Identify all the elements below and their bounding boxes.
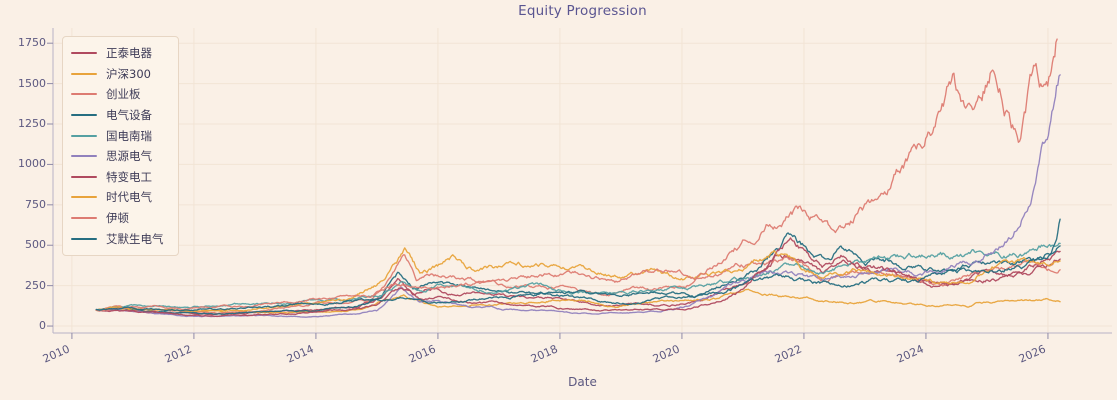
legend-line-swatch: [71, 217, 97, 220]
x-axis-title: Date: [568, 375, 597, 389]
series-line-8: [95, 38, 1058, 312]
legend-item-8[interactable]: 伊顿: [71, 208, 164, 229]
series-line-4: [95, 242, 1061, 311]
legend-line-swatch: [71, 93, 97, 96]
y-tick-label: 1500: [18, 76, 46, 90]
legend-line-swatch: [71, 237, 97, 240]
series-line-6: [95, 237, 1061, 318]
legend-label: 艾默生电气: [106, 231, 164, 246]
y-tick-label: 1750: [18, 36, 46, 50]
y-tick-label: 0: [39, 319, 46, 333]
legend-line-swatch: [71, 155, 97, 158]
legend-item-5[interactable]: 思源电气: [71, 146, 164, 167]
legend-label: 国电南瑞: [106, 128, 152, 143]
y-tick-label: 750: [25, 197, 46, 211]
y-tick-label: 500: [25, 238, 46, 252]
series-line-5: [95, 74, 1061, 318]
series-line-9: [95, 218, 1061, 312]
legend-item-7[interactable]: 时代电气: [71, 187, 164, 208]
series-line-1: [95, 288, 1061, 314]
legend-item-9[interactable]: 艾默生电气: [71, 228, 164, 249]
y-tick-label: 1250: [18, 117, 46, 130]
legend-item-6[interactable]: 特变电工: [71, 167, 164, 188]
legend-label: 时代电气: [106, 190, 152, 205]
legend-item-1[interactable]: 沪深300: [71, 64, 164, 85]
legend: 正泰电器沪深300 创业板电气设备国电南瑞思源电气特变电工时代电气伊顿艾默生电气: [62, 36, 179, 256]
legend-item-0[interactable]: 正泰电器: [71, 43, 164, 64]
legend-label: 特变电工: [106, 169, 152, 184]
legend-label: 电气设备: [106, 108, 152, 123]
series-line-7: [95, 247, 1061, 313]
legend-item-4[interactable]: 国电南瑞: [71, 125, 164, 146]
y-tick-label: 250: [25, 278, 46, 292]
legend-item-2[interactable]: 创业板: [71, 84, 164, 105]
legend-item-3[interactable]: 电气设备: [71, 105, 164, 126]
chart-title: Equity Progression: [518, 3, 647, 19]
legend-label: 思源电气: [106, 149, 152, 164]
legend-line-swatch: [71, 134, 97, 137]
legend-label: 正泰电器: [106, 46, 152, 61]
legend-line-swatch: [71, 72, 97, 75]
legend-label: 创业板: [106, 87, 141, 102]
legend-line-swatch: [71, 196, 97, 199]
legend-line-swatch: [71, 114, 97, 117]
y-tick-label: 1000: [18, 157, 46, 171]
legend-line-swatch: [71, 52, 97, 55]
legend-line-swatch: [71, 175, 97, 178]
series-line-3: [95, 232, 1061, 315]
legend-label: 伊顿: [106, 211, 129, 226]
legend-label: 沪深300: [106, 66, 151, 81]
